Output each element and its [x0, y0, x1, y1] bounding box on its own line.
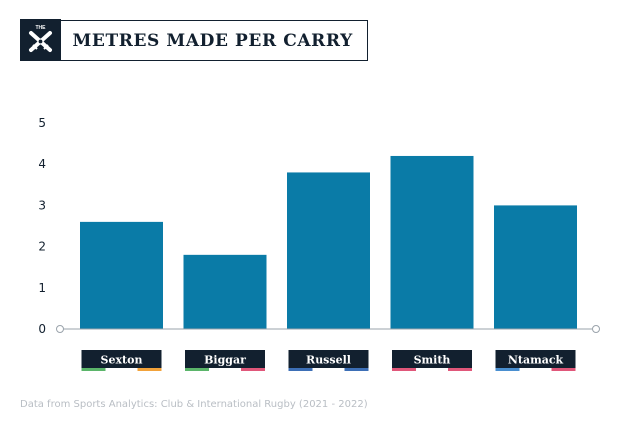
- chart-header: THE METRES MADE PER CARRY: [19, 19, 368, 61]
- category-label-box: [288, 350, 369, 368]
- axis-end-left: [56, 325, 64, 333]
- bar: [390, 155, 474, 329]
- category-label: Sexton: [101, 354, 143, 367]
- axis-end-right: [592, 325, 600, 333]
- category-label-box: [392, 350, 472, 368]
- logo-text: THE: [35, 25, 46, 31]
- category-label: Smith: [414, 354, 451, 367]
- source-note: Data from Sports Analytics: Club & Inter…: [20, 399, 368, 410]
- bar: [287, 172, 370, 329]
- y-tick-label: 1: [38, 281, 46, 295]
- bar: [80, 221, 163, 329]
- category-label: Biggar: [204, 354, 246, 367]
- bar: [494, 205, 577, 329]
- category-label-box: [81, 350, 162, 368]
- chart-title: METRES MADE PER CARRY: [72, 30, 353, 51]
- y-tick-label: 4: [38, 157, 46, 171]
- crossed-swords-icon: THE: [28, 25, 52, 53]
- category-label-box: [495, 350, 576, 368]
- y-tick-label: 0: [38, 322, 46, 336]
- y-tick-label: 3: [38, 198, 46, 212]
- category-label-box: [185, 350, 265, 368]
- category-label: Ntamack: [508, 354, 564, 367]
- bar: [183, 254, 267, 329]
- logo: THE: [19, 19, 61, 61]
- category-label: Russell: [306, 354, 351, 367]
- y-tick-label: 5: [38, 116, 46, 130]
- y-tick-label: 2: [38, 240, 46, 254]
